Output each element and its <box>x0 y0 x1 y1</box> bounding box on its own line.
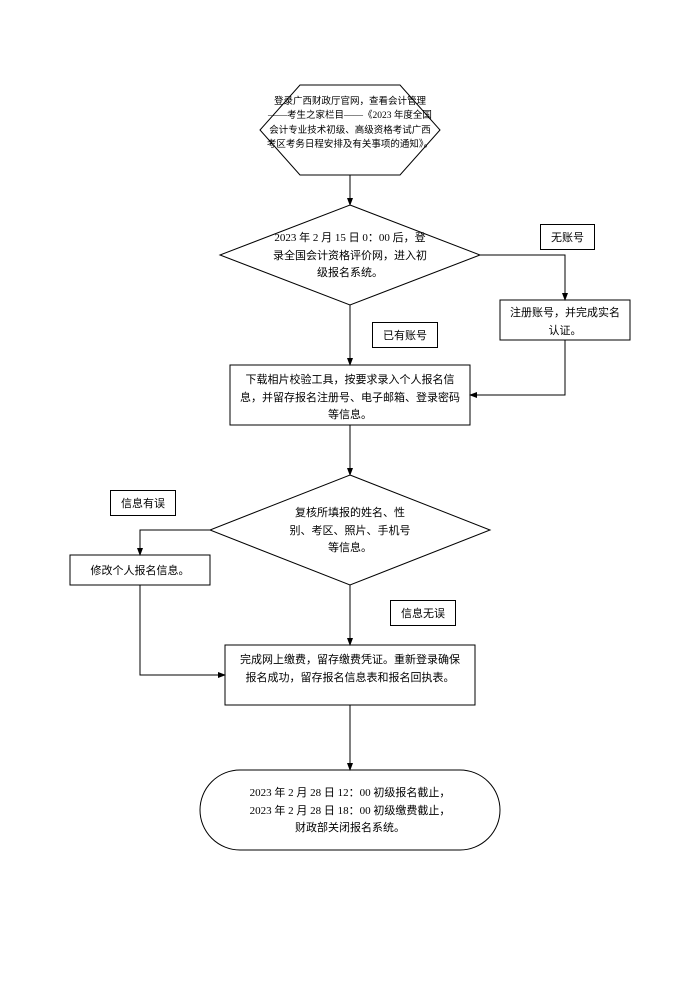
end-line-2: 2023 年 2 月 28 日 18：00 初级缴费截止， <box>225 803 475 821</box>
payment-text: 完成网上缴费，留存缴费凭证。重新登录确保报名成功，留存报名信息表和报名回执表。 <box>235 652 465 687</box>
edge-login-register <box>480 255 565 300</box>
has-account-label: 已有账号 <box>372 322 438 348</box>
edge-register-download <box>470 340 565 395</box>
end-line-1: 2023 年 2 月 28 日 12：00 初级报名截止， <box>225 785 475 803</box>
start-text: 登录广西财政厅官网，查看会计管理——考生之家栏目——《2023 年度全国会计专业… <box>265 95 435 152</box>
edge-modify-payment <box>140 585 225 675</box>
register-text: 注册账号，并完成实名认证。 <box>505 305 625 340</box>
modify-text: 修改个人报名信息。 <box>75 563 205 581</box>
edge-review-modify <box>140 530 210 555</box>
end-line-3: 财政部关闭报名系统。 <box>225 820 475 838</box>
review-text: 复核所填报的姓名、性别、考区、照片、手机号等信息。 <box>285 505 415 558</box>
no-account-label: 无账号 <box>540 224 595 250</box>
end-text: 2023 年 2 月 28 日 12：00 初级报名截止， 2023 年 2 月… <box>225 785 475 838</box>
error-label: 信息有误 <box>110 490 176 516</box>
login-text: 2023 年 2 月 15 日 0：00 后，登录全国会计资格评价网，进入初级报… <box>270 230 430 283</box>
download-text: 下载相片校验工具，按要求录入个人报名信息，并留存报名注册号、电子邮箱、登录密码等… <box>240 372 460 425</box>
ok-label: 信息无误 <box>390 600 456 626</box>
